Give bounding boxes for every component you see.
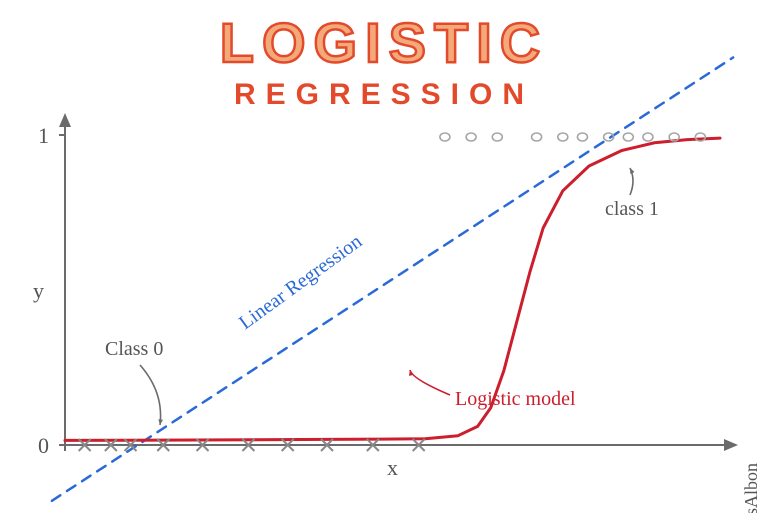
class1-label: class 1 (605, 198, 659, 220)
class1-points (440, 133, 705, 141)
logistic-curve (65, 138, 720, 440)
logistic-model-label: Logistic model (455, 388, 576, 410)
credit: ChrisAlbon (741, 463, 762, 513)
axes: 0 1 y x (33, 113, 738, 480)
y-tick-label: 1 (38, 123, 49, 148)
y-tick-label: 0 (38, 433, 49, 458)
diagram-canvas: LOGISTIC REGRESSION 01yx Linear Regressi… (0, 0, 768, 513)
x-axis-label: x (387, 455, 398, 480)
linear-line (52, 58, 733, 501)
plot-svg: 0 1 y x Linear Regression Logistic model Clas… (0, 0, 768, 513)
annotations: Linear Regression Logistic model Class 0 cl… (105, 168, 659, 425)
linear-regression-label: Linear Regression (235, 230, 366, 334)
y-axis-label: y (33, 278, 44, 303)
class0-label: Class 0 (105, 338, 163, 360)
